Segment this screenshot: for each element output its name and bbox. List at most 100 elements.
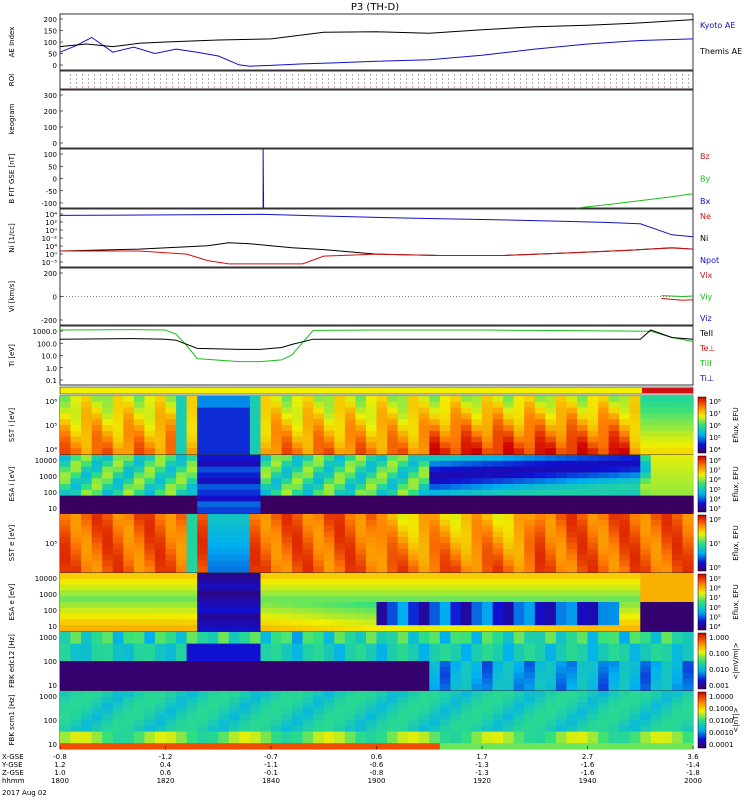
panel-fbk-b-cell <box>640 737 652 744</box>
panel-fbk-b-cell <box>671 708 684 715</box>
panel-esa-electron-ytick: 1000 <box>39 591 57 599</box>
panel-esa-ion-cell <box>619 495 631 502</box>
panel-esa-ion-cell <box>387 460 399 468</box>
panel-fbk-e-cell <box>302 632 314 639</box>
panel-esa-electron-cell <box>91 619 103 626</box>
panel-sst-ion-cell <box>545 396 557 403</box>
panel-esa-ion-cell <box>671 495 684 502</box>
panel-sst-electron-cell <box>133 531 146 538</box>
panel-sst-electron-cell <box>112 525 124 532</box>
panel-fbk-e-cell <box>513 666 525 674</box>
panel-sst-electron-cell <box>460 543 473 550</box>
panel-sst-electron-cell <box>133 560 146 567</box>
panel-esa-ion-cell <box>144 489 156 497</box>
panel-fbk-b-cell <box>397 691 409 698</box>
panel-fbk-b-cell <box>313 720 325 727</box>
panel-sst-electron-cell <box>228 554 240 561</box>
panel-fbk-e-cell <box>534 661 546 668</box>
panel-esa-ion-cell <box>344 495 357 502</box>
panel-sst-ion-cell <box>366 448 378 455</box>
panel-esa-ion-cell <box>334 484 346 491</box>
panel-esa-ion-cell <box>366 466 378 473</box>
panel-fbk-e-cell <box>197 632 209 639</box>
panel-esa-ion-cell <box>60 489 72 497</box>
roi-status-bar-flag <box>642 388 693 393</box>
panel-sst-electron-cell <box>387 531 399 538</box>
panel-esa-electron-cell <box>629 625 641 632</box>
panel-esa-ion-cell <box>292 495 304 502</box>
panel-esa-ion-cell <box>408 495 420 502</box>
panel-fbk-b-cell <box>228 725 240 733</box>
panel-sst-electron-cell <box>482 514 494 521</box>
panel-fbk-b-cell <box>555 696 568 704</box>
panel-esa-electron-cell <box>165 602 177 609</box>
panel-fbk-e-cell <box>671 643 684 650</box>
panel-sst-electron-cell <box>334 548 346 556</box>
panel-sst-ion-cell <box>566 396 578 403</box>
panel-esa-electron-cell <box>577 578 589 586</box>
panel-fbk-b-cell <box>271 714 283 721</box>
panel-fbk-e-cell <box>450 637 462 645</box>
panel-sst-electron-cell <box>144 566 156 573</box>
panel-esa-ion-cell <box>545 501 557 508</box>
panel-sst-ion-cell <box>228 448 240 455</box>
panel-fbk-b-cell <box>112 725 124 733</box>
panel-esa-electron-cell <box>587 613 599 620</box>
panel-fbk-b-cell <box>334 725 346 733</box>
panel-fbk-b-cell <box>123 691 135 698</box>
panel-sst-electron-cell <box>302 525 314 532</box>
panel-esa-ion-cell <box>207 495 219 502</box>
panel-esa-electron-cell <box>144 625 156 632</box>
panel-fbk-b-cell <box>608 737 620 744</box>
panel-fbk-e-cell <box>429 643 441 650</box>
panel-fbk-e-cell <box>555 637 568 645</box>
panel-esa-electron-cell <box>482 625 494 632</box>
panel-fbk-e-cell <box>545 666 557 674</box>
panel-sst-electron-cell <box>302 566 314 573</box>
panel-sst-electron-cell <box>292 566 304 573</box>
panel-esa-electron-cell <box>228 625 240 632</box>
panel-fbk-e-cell <box>154 655 167 662</box>
panel-esa-ion-cell <box>271 460 283 468</box>
panel-esa-electron-cells <box>60 573 694 632</box>
panel-esa-ion-cell <box>598 455 610 462</box>
time-axis-date: 2017 Aug 02 <box>2 789 47 797</box>
panel-fbk-e-cell <box>629 637 641 645</box>
panel-sst-electron-cell <box>366 514 378 521</box>
panel-sst-electron-cell <box>186 543 198 550</box>
panel-sst-ion-cell <box>123 401 135 409</box>
panel-esa-ion-cell <box>176 466 188 473</box>
panel-sst-electron-cell <box>133 554 146 561</box>
panel-sst-ion-cell <box>471 430 483 438</box>
panel-sst-ion-cell <box>534 436 546 443</box>
panel-sst-ion-cell <box>176 401 188 409</box>
panel-b-field-series-bx <box>262 148 265 209</box>
panel-fbk-b-cell <box>376 696 388 704</box>
panel-sst-ion-cell <box>492 430 504 438</box>
panel-sst-ion-cell <box>439 401 451 409</box>
panel-sst-electron-cell <box>292 554 304 561</box>
panel-fbk-e-cell <box>503 637 515 645</box>
panel-sst-electron-cell <box>577 566 589 573</box>
panel-sst-electron-cell <box>545 554 557 561</box>
panel-sst-ion-cell <box>323 401 335 409</box>
panel-sst-ion-cell <box>566 436 578 443</box>
panel-fbk-e-cell <box>302 672 314 679</box>
panel-esa-electron-cell <box>503 613 515 620</box>
panel-fbk-b-cell <box>218 691 230 698</box>
panel-esa-ion-cell <box>450 484 462 491</box>
panel-sst-electron-cell <box>555 537 568 544</box>
panel-esa-ion-cell <box>228 455 240 462</box>
panel-fbk-b-cell <box>661 696 673 704</box>
panel-sst-electron-cell <box>682 548 694 556</box>
panel-esa-ion-cell <box>334 478 346 485</box>
panel-sst-electron-cell <box>313 543 325 550</box>
panel-fbk-e-cell <box>418 666 430 674</box>
panel-ae-index-ytick: 100 <box>44 39 57 47</box>
panel-sst-electron-cell <box>292 525 304 532</box>
panel-sst-electron-cell <box>682 519 694 527</box>
panel-esa-electron-cell <box>460 573 473 580</box>
panel-fbk-b-cell <box>577 737 589 744</box>
panel-esa-ion-cell <box>313 489 325 497</box>
panel-fbk-b-cell <box>154 696 167 704</box>
